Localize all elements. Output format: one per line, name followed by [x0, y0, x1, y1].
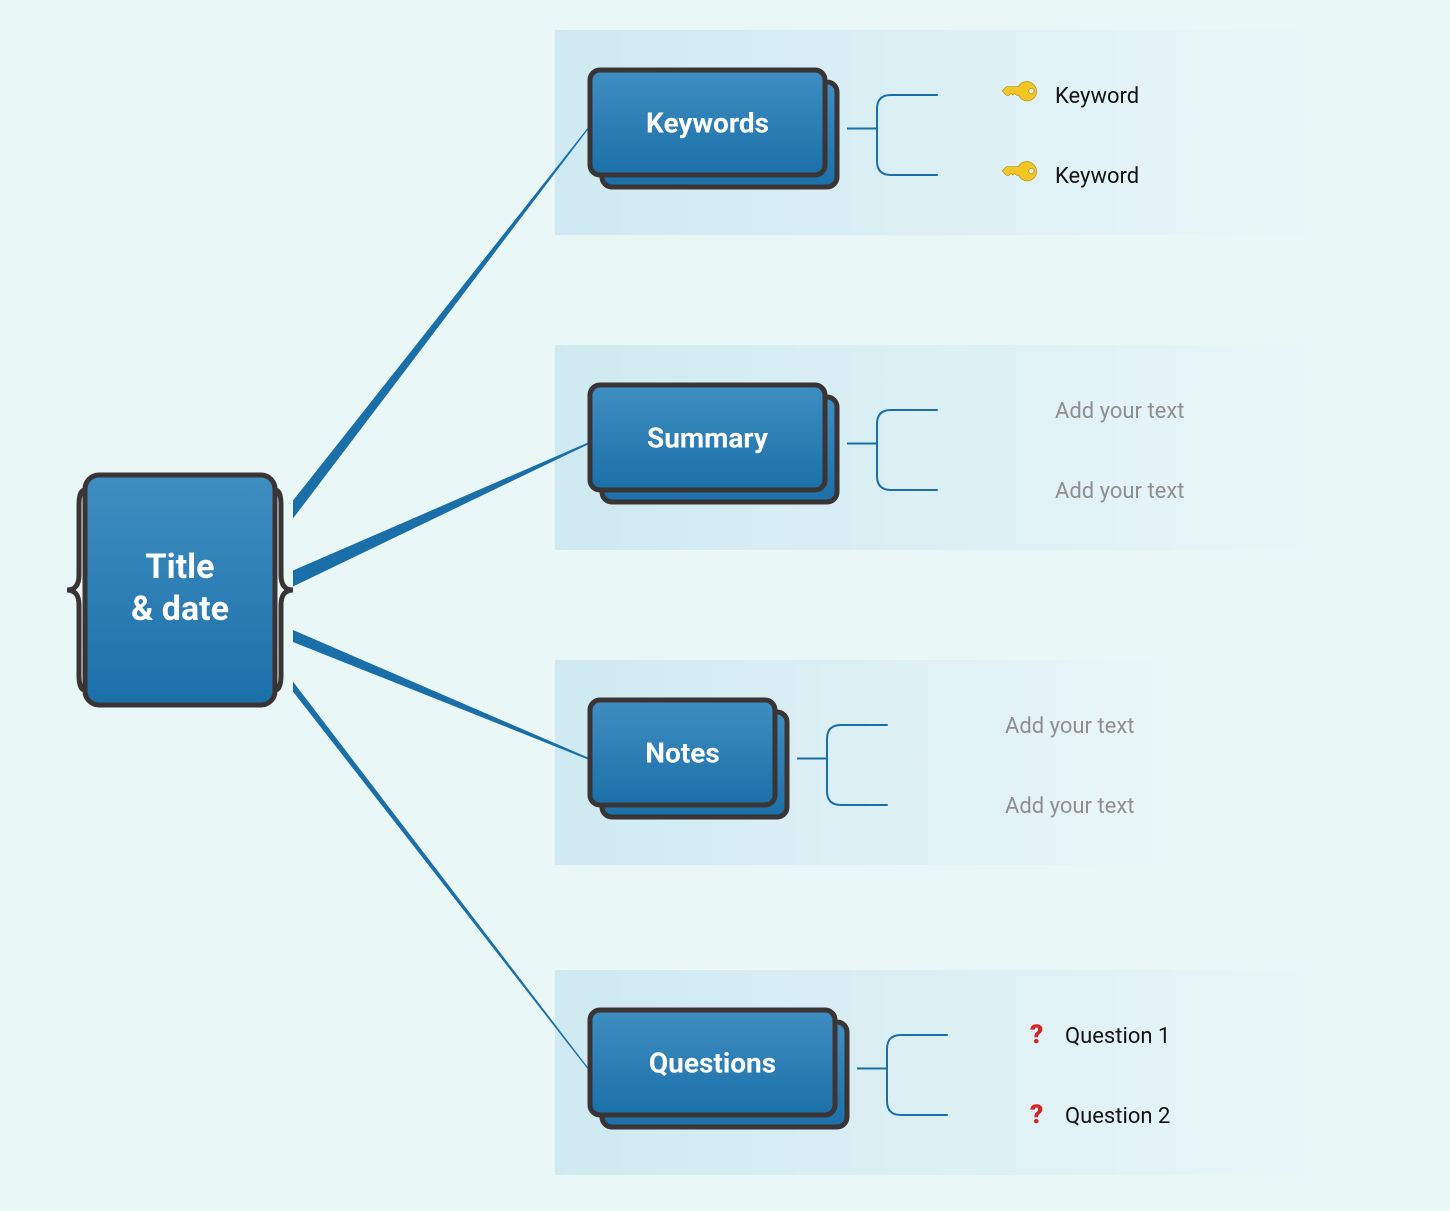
- branch-node-questions[interactable]: Questions: [590, 1010, 847, 1127]
- leaf-text-questions-0: Question 1: [1065, 1024, 1170, 1049]
- branch-label-keywords: Keywords: [646, 107, 769, 140]
- leaf-text-summary-1: Add your text: [1055, 479, 1184, 504]
- root-label-line1: Title: [146, 547, 215, 587]
- leaf-text-questions-1: Question 2: [1065, 1104, 1170, 1129]
- leaf-text-summary-0: Add your text: [1055, 399, 1184, 424]
- branch-label-summary: Summary: [647, 422, 769, 455]
- leaf-text-keywords-0: Keyword: [1055, 84, 1139, 109]
- branch-label-questions: Questions: [649, 1047, 776, 1080]
- root-node[interactable]: Title& date: [67, 475, 293, 705]
- leaf-text-notes-0: Add your text: [1005, 714, 1134, 739]
- leaf-text-notes-1: Add your text: [1005, 794, 1134, 819]
- question-icon: ?: [1030, 1020, 1043, 1050]
- root-label-line2: & date: [131, 589, 229, 629]
- question-icon: ?: [1030, 1100, 1043, 1130]
- branch-node-summary[interactable]: Summary: [590, 385, 837, 502]
- branch-node-keywords[interactable]: Keywords: [590, 70, 837, 187]
- branch-label-notes: Notes: [645, 737, 720, 770]
- branch-node-notes[interactable]: Notes: [590, 700, 787, 817]
- leaf-text-keywords-1: Keyword: [1055, 164, 1139, 189]
